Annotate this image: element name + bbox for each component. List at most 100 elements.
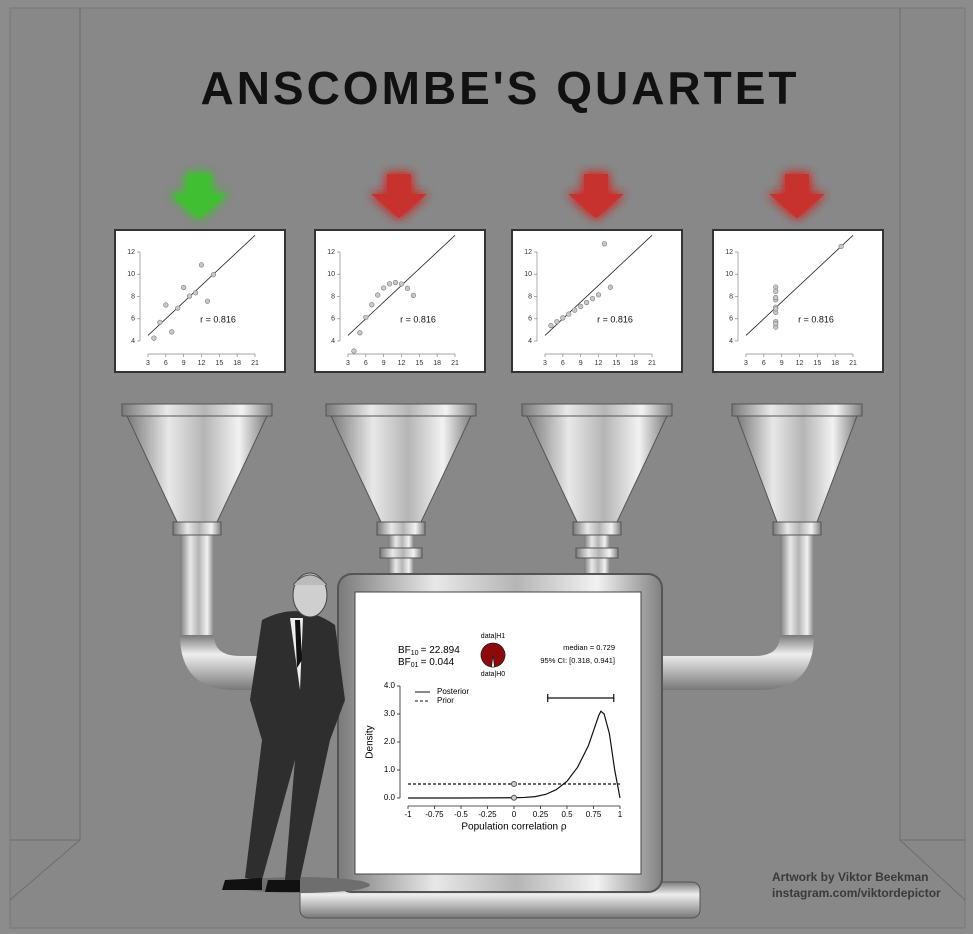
fit-line	[745, 235, 854, 336]
point	[554, 319, 560, 325]
x-tick-label: 18	[630, 360, 638, 367]
arrow	[171, 174, 227, 219]
y-tick-label: 10	[524, 271, 532, 278]
y-tick-label: 12	[127, 249, 135, 256]
point	[548, 322, 554, 329]
x-tick-label: 3	[146, 360, 150, 367]
point	[601, 241, 608, 247]
y-tick-label: 12	[524, 249, 532, 256]
x-tick-label: 15	[415, 360, 423, 367]
fit-line	[147, 235, 256, 336]
point	[169, 329, 175, 335]
bayes-factor: BF10 = 22.894	[398, 645, 460, 657]
point	[210, 272, 216, 278]
point	[187, 293, 193, 299]
point	[192, 290, 199, 296]
annotation: r = 0.816	[400, 314, 436, 324]
arrow	[769, 174, 825, 219]
point	[773, 288, 779, 294]
x-tick-label: 6	[561, 360, 565, 367]
point	[607, 284, 613, 290]
point	[578, 303, 584, 310]
annotation: r = 0.816	[597, 314, 633, 324]
x-tick-label: 21	[648, 360, 656, 367]
x-tick-label: 0.25	[533, 810, 549, 819]
h0-point	[511, 781, 517, 787]
x-tick-label: 18	[433, 360, 441, 367]
median-label: median = 0.729	[563, 643, 615, 652]
point	[181, 284, 187, 291]
posterior-plot: -1 -0.75 -0.5 -0.25 0 0.25 0.5 0.75 1 0.0 1.0 2.0 3.…	[365, 633, 623, 833]
room-edges	[9, 8, 966, 901]
point	[404, 285, 411, 291]
point	[560, 315, 566, 321]
point	[375, 292, 381, 298]
x-tick-label: 6	[364, 360, 368, 367]
x-tick-label: 15	[612, 360, 620, 367]
y-tick-label: 4.0	[384, 681, 396, 690]
x-tick-label: 9	[780, 360, 784, 367]
x-tick-label: -1	[404, 810, 412, 819]
point	[584, 299, 590, 306]
y-tick-label: 12	[327, 249, 335, 256]
x-tick-label: 0.75	[586, 810, 602, 819]
x-tick-label: 3	[543, 360, 547, 367]
legend-label: Prior	[437, 696, 454, 705]
arrow	[568, 174, 624, 219]
x-tick-label: 3	[346, 360, 350, 367]
point	[381, 285, 387, 291]
y-tick-label: 4	[331, 338, 335, 345]
y-tick-label: 8	[131, 293, 135, 300]
point	[398, 281, 405, 287]
y-axis-label: Density	[365, 725, 376, 758]
x-tick-label: -0.75	[425, 810, 444, 819]
y-tick-label: 6	[331, 316, 335, 323]
point	[392, 279, 399, 286]
point	[157, 319, 163, 325]
y-tick-label: 4	[528, 338, 532, 345]
y-tick-label: 2.0	[384, 737, 396, 746]
x-axis-label: Population correlation ρ	[461, 822, 567, 833]
y-tick-label: 10	[127, 271, 135, 278]
point	[369, 302, 375, 308]
point	[773, 294, 779, 301]
point	[773, 321, 779, 327]
x-tick-label: 9	[579, 360, 583, 367]
point	[363, 314, 369, 320]
x-tick-label: 6	[762, 360, 766, 367]
point	[151, 335, 157, 341]
funnels	[121, 403, 863, 536]
y-tick-label: 8	[528, 293, 532, 300]
ci-bar	[547, 694, 615, 702]
point	[357, 330, 363, 336]
point	[351, 348, 357, 354]
x-tick-label: 15	[215, 360, 223, 367]
legend-label: Posterior	[437, 687, 469, 696]
x-tick-label: 6	[164, 360, 168, 367]
pie-label: data|H1	[481, 633, 505, 640]
x-tick-label: 12	[796, 360, 804, 367]
x-tick-label: 18	[831, 360, 839, 367]
y-tick-label: 1.0	[384, 765, 396, 774]
pie-slice	[490, 654, 496, 668]
series-line	[408, 710, 621, 799]
y-tick-label: 6	[131, 316, 135, 323]
point	[163, 302, 169, 308]
x-tick-label: 21	[451, 360, 459, 367]
y-tick-label: 4	[131, 338, 135, 345]
y-tick-label: 10	[327, 271, 335, 278]
x-tick-label: 3	[744, 360, 748, 367]
credit: Artwork by Viktor Beekman	[772, 870, 929, 884]
scatter-panel: 3 6 9 12 15 18 21 4 6 8 10 12 r = 0.816	[114, 174, 286, 373]
y-tick-label: 4	[729, 338, 733, 345]
y-tick-label: 3.0	[384, 709, 396, 718]
y-tick-label: 10	[725, 271, 733, 278]
x-tick-label: 9	[382, 360, 386, 367]
point	[589, 296, 596, 302]
title: ANSCOMBE'S QUARTET	[200, 62, 799, 114]
bayes-factor: BF01 = 0.044	[398, 657, 455, 669]
point	[175, 305, 181, 311]
arrow	[371, 174, 427, 219]
board	[114, 229, 286, 373]
